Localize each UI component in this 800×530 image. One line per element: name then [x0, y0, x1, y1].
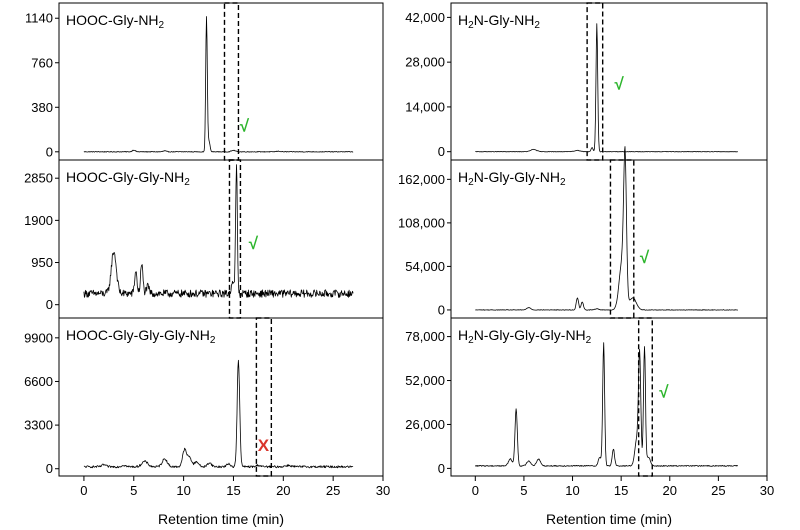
panel-title: HOOC-Gly-NH2	[66, 12, 165, 31]
x-tick-label: 25	[326, 483, 340, 498]
annotation-mark: √	[615, 74, 625, 93]
panel-frame	[450, 317, 768, 477]
x-tick-label: 10	[176, 483, 190, 498]
panel-frame	[58, 317, 384, 477]
y-tick-label: 26,000	[405, 417, 445, 432]
y-tick-label: 52,000	[405, 373, 445, 388]
x-axis-label-left: Retention time (min)	[158, 511, 284, 527]
highlight-window	[637, 317, 653, 477]
x-axis-label-right: Retention time (min)	[546, 511, 672, 527]
panel-title: HOOC-Gly-Gly-NH2	[66, 169, 190, 188]
annotation-mark: √	[640, 248, 650, 267]
y-tick-label: 0	[438, 461, 445, 476]
x-tick-label: 5	[520, 483, 527, 498]
y-tick-label: 9900	[24, 330, 53, 345]
y-tick-label: 28,000	[405, 55, 445, 70]
x-axes: 0 5 10 15 20 25 30 0 5 10 15 20 25 30	[80, 476, 774, 498]
y-tick-label: 0	[46, 297, 53, 312]
y-tick-label: 0	[438, 302, 445, 317]
y-tick-label: 1900	[24, 213, 53, 228]
panel-left-1: 0 950 1900 2850 HOOC-Gly-Gly-NH2 √	[24, 159, 384, 319]
x-tick-label: 10	[565, 483, 579, 498]
x-tick-label: 0	[80, 483, 87, 498]
panel-right-2: 0 26,000 52,000 78,000 H2N-Gly-Gly-Gly-NH2 √	[405, 317, 768, 477]
series-line	[475, 23, 738, 153]
panel-left-2: 0 3300 6600 9900 HOOC-Gly-Gly-Gly-NH2 X	[24, 317, 384, 477]
annotation-mark: √	[659, 382, 669, 401]
panel-right-0: 0 14,000 28,000 42,000 H2N-Gly-NH2 √	[405, 2, 768, 161]
chromatogram-panels: 0 380 760 1140 HOOC-Gly-NH2 √ 0 950 1900 2850 HOOC…	[24, 2, 768, 477]
y-tick-label: 6600	[24, 374, 53, 389]
y-tick-label: 78,000	[405, 329, 445, 344]
x-tick-label: 30	[760, 483, 774, 498]
y-tick-label: 3300	[24, 418, 53, 433]
y-tick-label: 2850	[24, 171, 53, 186]
y-tick-label: 42,000	[405, 10, 445, 25]
series-line	[83, 164, 354, 298]
highlight-window	[255, 317, 273, 477]
x-tick-label: 25	[711, 483, 725, 498]
panel-title: H2N-Gly-Gly-Gly-NH2	[458, 327, 592, 346]
series-line	[83, 359, 354, 469]
y-tick-label: 108,000	[398, 215, 445, 230]
x-tick-label: 5	[130, 483, 137, 498]
x-tick-label: 20	[276, 483, 290, 498]
y-tick-label: 0	[438, 144, 445, 159]
y-tick-label: 14,000	[405, 99, 445, 114]
y-tick-label: 162,000	[398, 172, 445, 187]
y-tick-label: 0	[46, 144, 53, 159]
highlight-window	[228, 159, 242, 319]
panel-title: H2N-Gly-Gly-NH2	[458, 169, 566, 188]
x-tick-label: 30	[376, 483, 390, 498]
series-line	[474, 342, 738, 467]
y-tick-label: 54,000	[405, 259, 445, 274]
x-tick-label: 15	[614, 483, 628, 498]
annotation-mark: √	[249, 234, 259, 253]
y-tick-label: 950	[31, 255, 53, 270]
x-tick-label: 15	[226, 483, 240, 498]
y-tick-label: 1140	[25, 11, 53, 26]
panel-right-1: 0 54,000 108,000 162,000 H2N-Gly-Gly-NH2 √	[398, 146, 768, 319]
panel-title: H2N-Gly-NH2	[458, 12, 540, 31]
x-tick-label: 0	[472, 483, 479, 498]
series-line	[83, 16, 354, 153]
highlight-window	[223, 2, 240, 161]
annotation-mark: X	[258, 436, 270, 455]
panel-left-0: 0 380 760 1140 HOOC-Gly-NH2 √	[25, 2, 384, 161]
y-tick-label: 760	[31, 55, 53, 70]
y-tick-label: 380	[31, 100, 53, 115]
annotation-mark: √	[240, 116, 250, 135]
panel-title: HOOC-Gly-Gly-Gly-NH2	[66, 327, 216, 346]
x-tick-label: 20	[663, 483, 677, 498]
series-line	[475, 146, 739, 311]
y-tick-label: 0	[46, 461, 53, 476]
